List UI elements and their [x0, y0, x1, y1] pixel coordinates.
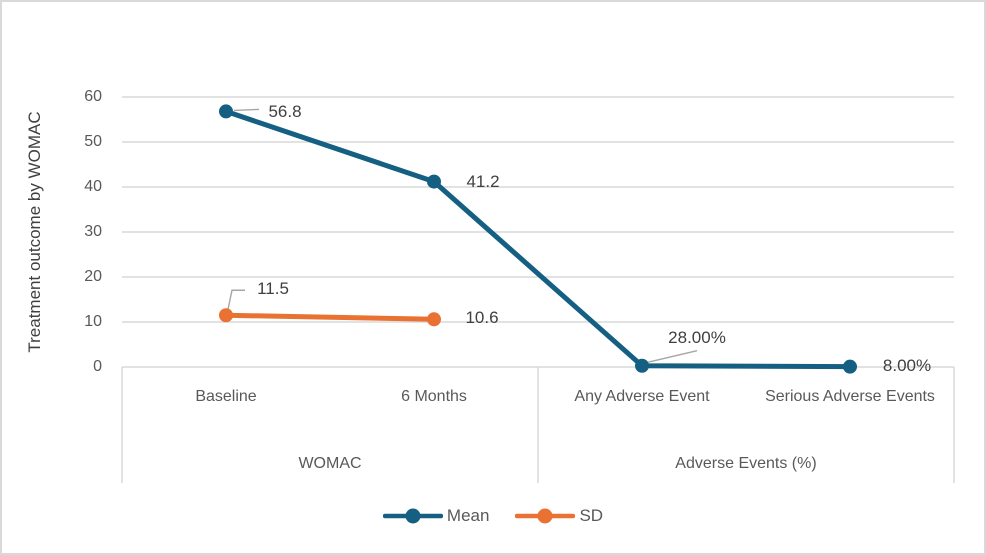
legend-label: SD [579, 506, 604, 525]
data-point-mean [843, 359, 857, 374]
category-label: Baseline [195, 388, 257, 405]
y-tick-label: 30 [84, 223, 102, 240]
data-point-mean [219, 104, 233, 119]
category-group-label: WOMAC [298, 455, 362, 472]
category-label: 6 Months [401, 388, 467, 405]
legend-label: Mean [446, 506, 490, 525]
data-label: 56.8 [268, 102, 302, 122]
legend-marker-icon [515, 508, 576, 524]
data-label-leader-line [233, 108, 260, 112]
y-tick-label: 40 [84, 178, 102, 195]
y-tick-label: 60 [84, 88, 102, 105]
data-point-sd [427, 312, 441, 327]
legend-marker-icon [382, 508, 443, 524]
data-point-mean [635, 358, 649, 373]
data-label-leader-line [645, 350, 698, 364]
legend-item-mean: Mean [382, 505, 490, 527]
legend: Mean SD [2, 505, 984, 527]
y-tick-label: 50 [84, 133, 102, 150]
data-point-sd [219, 308, 233, 323]
data-label: 11.5 [257, 279, 289, 299]
category-label: Serious Adverse Events [765, 388, 935, 405]
data-label-leader-line [227, 289, 245, 310]
data-label: 8.00% [882, 355, 932, 375]
data-point-mean [427, 174, 441, 189]
y-tick-label: 20 [84, 268, 102, 285]
data-label: 10.6 [465, 308, 499, 328]
y-tick-label: 0 [93, 358, 102, 375]
y-axis-title: Treatment outcome by WOMAC [25, 111, 44, 353]
category-group-label: Adverse Events (%) [675, 455, 817, 472]
category-label: Any Adverse Event [574, 388, 710, 405]
legend-item-sd: SD [515, 505, 603, 527]
series-line-sd [223, 312, 437, 322]
series-line-mean [223, 108, 853, 370]
y-tick-label: 10 [84, 313, 102, 330]
data-label: 28.00% [668, 327, 726, 347]
data-label: 41.2 [466, 171, 500, 191]
